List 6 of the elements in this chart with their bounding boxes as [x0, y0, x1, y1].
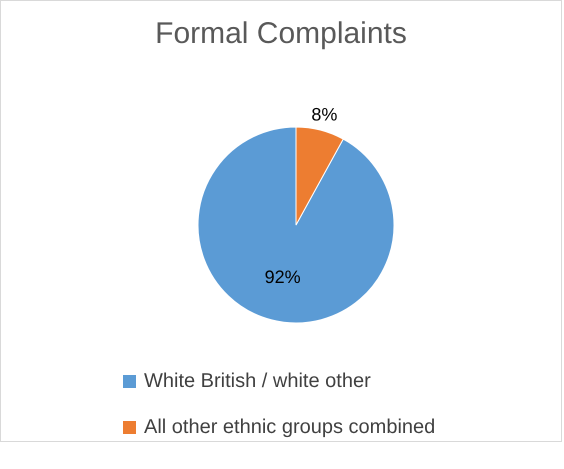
pie-slice	[198, 126, 394, 324]
chart-title: Formal Complaints	[154, 17, 408, 51]
data-label: 8%	[311, 104, 338, 125]
legend-label: All other ethnic groups combined	[144, 416, 436, 438]
legend-label: White British / white other	[144, 370, 371, 392]
data-label: 92%	[264, 267, 301, 288]
